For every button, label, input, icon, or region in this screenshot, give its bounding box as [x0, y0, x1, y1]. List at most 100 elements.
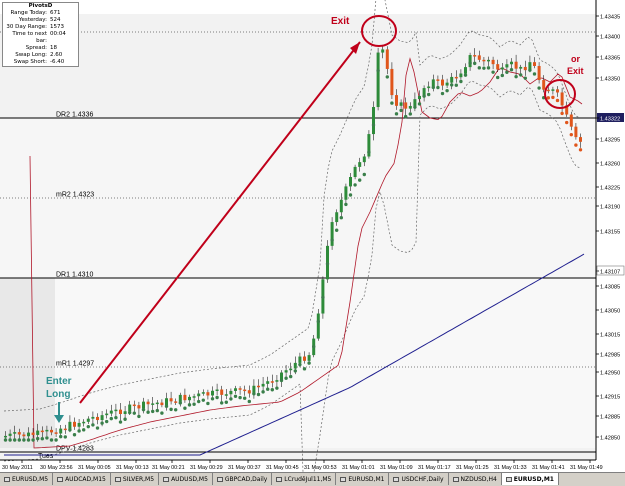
candle-body	[560, 92, 564, 106]
trail-dot	[394, 112, 399, 116]
trail-dot	[220, 401, 224, 405]
trail-dot	[298, 362, 302, 367]
chart-tab[interactable]: AUDUSD,M5	[159, 473, 213, 485]
candle-body	[528, 62, 532, 71]
trail-dot	[390, 101, 394, 105]
trail-dot	[261, 390, 265, 394]
trail-dot	[307, 361, 311, 365]
price-label: 1.42885	[600, 415, 620, 421]
chart-tab-label: NZDUSD,H4	[460, 476, 497, 483]
candle-body	[487, 59, 490, 62]
candle-body	[247, 390, 251, 394]
candle-body	[335, 212, 339, 223]
candle-body	[556, 89, 559, 93]
chart-tab[interactable]: AUDCAD,M15	[53, 473, 111, 485]
trail-dot	[8, 438, 12, 442]
info-label: Time to next bar:	[12, 31, 47, 44]
trail-dot	[105, 419, 109, 424]
chart-tab-icon	[163, 477, 170, 482]
trail-dot	[132, 411, 136, 415]
candle-body	[165, 398, 168, 406]
time-label: 31 May 00:05	[78, 465, 111, 471]
price-label: 1.42915	[600, 395, 620, 401]
trail-dot	[123, 417, 127, 421]
candle-body	[82, 421, 86, 424]
candle-body	[238, 388, 242, 390]
chart-tab[interactable]: NZDUSD,H4	[449, 473, 502, 485]
time-label: 31 May 01:33	[494, 465, 527, 471]
candle-body	[73, 421, 76, 427]
chart-tab[interactable]: EURUSD,M5	[0, 473, 54, 485]
chart-tab[interactable]: SILVER,M5	[111, 473, 160, 485]
current-price-marker	[597, 113, 624, 122]
trail-dot	[565, 120, 569, 125]
candle-body	[261, 383, 265, 387]
info-row: Swap Short: -6.40	[3, 59, 78, 66]
price-label: 1.43225	[600, 186, 620, 192]
trail-dot	[376, 68, 380, 73]
chart-tab-icon	[452, 477, 459, 482]
candle-body	[183, 394, 187, 401]
trail-dot	[454, 83, 458, 87]
candle-body	[441, 79, 444, 86]
candle-body	[353, 166, 357, 178]
price-label: 1.43050	[600, 309, 620, 315]
long-label: Long	[46, 389, 70, 400]
chart-tab[interactable]: LCrudêJul11,M5	[272, 473, 337, 485]
time-label: 31 May 01:41	[532, 465, 565, 471]
candle-body	[63, 428, 67, 431]
candle-body	[367, 134, 371, 157]
candle-body	[551, 89, 555, 91]
price-label: 1.43260	[600, 162, 620, 168]
trail-dot	[164, 404, 169, 408]
trail-dot	[178, 401, 182, 405]
candle-body	[151, 403, 155, 405]
trail-dot	[247, 399, 251, 404]
candle-body	[188, 396, 191, 401]
candle-body	[376, 52, 380, 108]
trail-dot	[422, 94, 426, 98]
chart-tab[interactable]: USDCHF,Daily	[389, 473, 449, 485]
price-label: 1.43107	[600, 270, 620, 276]
candle-body	[519, 66, 523, 69]
chart-tab[interactable]: EURUSD,M1	[336, 473, 390, 485]
candle-body	[565, 105, 569, 115]
trail-dot	[183, 406, 187, 410]
candle-body	[422, 88, 426, 96]
trail-dot	[431, 85, 435, 90]
candle-body	[482, 59, 486, 62]
price-axis-labels: 1.43435 1.43400 1.43365 1.43350 1.43322 1.432…	[596, 15, 625, 442]
candle-body	[215, 389, 219, 392]
candle-body	[500, 67, 504, 70]
candle-body	[574, 126, 578, 138]
info-value: -6.40	[50, 59, 65, 65]
price-label: 1.43085	[600, 285, 620, 291]
chart-tab[interactable]: GBPCAD,Daily	[213, 473, 273, 485]
candle-body	[514, 61, 518, 69]
trail-dot	[523, 76, 527, 80]
trail-dot	[330, 238, 334, 242]
candle-body	[146, 401, 150, 405]
candle-body	[27, 432, 30, 437]
price-marker	[596, 265, 625, 276]
trail-dot	[491, 70, 495, 74]
candle-body	[372, 107, 375, 135]
candle-body	[169, 398, 173, 402]
trail-dot	[468, 61, 472, 65]
candle-body	[220, 389, 224, 395]
info-label: Yesterday:	[18, 17, 47, 23]
candle-body	[404, 102, 408, 109]
candle-body	[59, 428, 63, 434]
pivot-day-label: Tues	[38, 453, 54, 460]
candle-body	[289, 368, 293, 371]
chart-tab[interactable]: EURUSD,M1	[501, 473, 559, 485]
trail-dot	[574, 143, 578, 147]
trail-dot	[233, 394, 238, 398]
candle-body	[211, 390, 214, 396]
trail-dot	[141, 407, 146, 412]
trail-dot	[293, 369, 297, 373]
candles	[4, 46, 582, 442]
trail-dot	[408, 112, 412, 116]
